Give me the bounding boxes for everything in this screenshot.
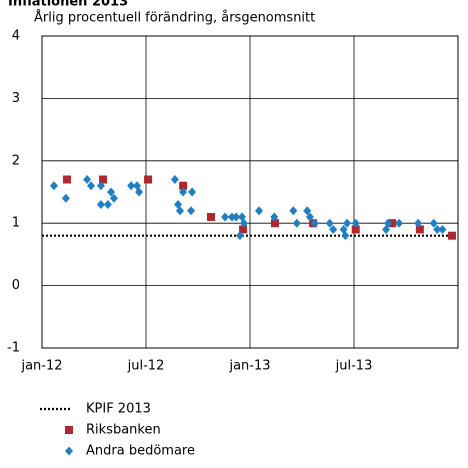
x-tick-label: jan-12: [20, 359, 62, 374]
legend-symbol: [65, 446, 73, 456]
point: [127, 181, 136, 191]
y-tick-label: 0: [12, 278, 20, 293]
point: [341, 231, 350, 241]
point: [103, 199, 112, 209]
point: [144, 175, 153, 184]
point: [221, 212, 230, 222]
point: [49, 181, 58, 191]
point: [62, 175, 71, 184]
point: [255, 206, 264, 216]
point: [433, 224, 442, 234]
y-tick-label: -1: [7, 341, 20, 356]
point: [227, 212, 236, 222]
point: [292, 218, 301, 228]
point: [395, 218, 404, 228]
point: [235, 231, 244, 241]
point: [83, 175, 92, 185]
point: [429, 218, 438, 228]
legend-label: Andra bedömare: [86, 444, 195, 459]
point: [175, 206, 184, 216]
point: [325, 218, 334, 228]
point: [270, 219, 279, 228]
point: [447, 231, 456, 240]
y-tick-label: 2: [12, 153, 20, 168]
point: [289, 206, 298, 216]
point: [179, 187, 188, 197]
point: [232, 212, 241, 222]
point: [383, 218, 392, 228]
point: [207, 212, 215, 221]
point: [170, 175, 179, 185]
point: [303, 206, 312, 216]
point: [87, 181, 96, 191]
point: [96, 181, 105, 191]
point: [179, 181, 188, 190]
point: [343, 218, 352, 228]
point: [311, 218, 319, 228]
point: [106, 187, 115, 197]
x-tick-label: jan-13: [228, 359, 270, 374]
point: [109, 193, 118, 203]
point: [305, 212, 314, 222]
point: [96, 199, 105, 209]
chart-title: Inflationen 2013: [8, 0, 128, 10]
point: [239, 225, 248, 234]
y-tick-label: 1: [12, 216, 20, 231]
point: [351, 225, 360, 234]
legend-label: KPIF 2013: [86, 402, 151, 417]
point: [135, 187, 144, 197]
point: [414, 218, 423, 228]
x-tick-label: jul-13: [335, 359, 373, 374]
point: [438, 224, 447, 234]
point: [187, 206, 196, 216]
chart-subtitle: Årlig procentuell förändring, årsgenomsn…: [34, 10, 315, 26]
x-tick-label: jul-12: [127, 359, 165, 374]
y-tick-label: 3: [12, 91, 20, 106]
point: [239, 218, 248, 228]
point: [415, 225, 424, 234]
legend-symbol: [65, 426, 73, 434]
point: [188, 187, 197, 197]
point: [329, 224, 338, 234]
legend-label: Riksbanken: [86, 423, 161, 438]
point: [270, 212, 279, 222]
point: [351, 218, 360, 228]
y-tick-label: 4: [12, 29, 20, 44]
point: [61, 193, 70, 203]
point: [388, 219, 397, 228]
point: [99, 175, 108, 184]
